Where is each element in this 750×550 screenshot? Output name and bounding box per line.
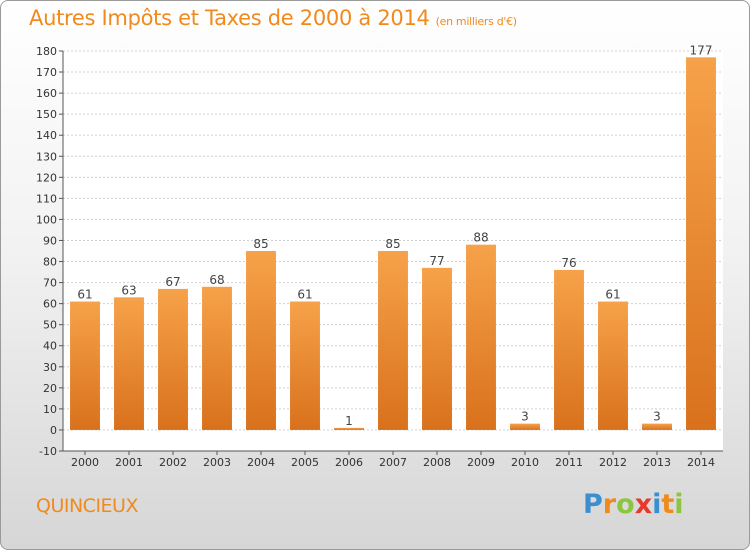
chart-unit: (en milliers d'€) — [435, 15, 517, 28]
x-tick-label: 2009 — [467, 456, 495, 469]
y-tick-label: 150 — [36, 108, 57, 121]
logo-letter: o — [616, 489, 635, 520]
bar — [202, 286, 232, 430]
logo-letter: i — [674, 489, 684, 520]
data-label: 61 — [77, 288, 92, 302]
bar — [378, 251, 408, 430]
y-tick-label: 160 — [36, 87, 57, 100]
bar — [466, 244, 496, 430]
bar — [334, 427, 364, 430]
bar — [598, 301, 628, 430]
y-tick-label: 80 — [43, 256, 57, 269]
chart-title: Autres Impôts et Taxes de 2000 à 2014 (en… — [29, 6, 517, 30]
y-tick-label: 10 — [43, 403, 57, 416]
y-tick-label: 110 — [36, 192, 57, 205]
data-label: 3 — [521, 410, 529, 424]
y-tick-label: 180 — [36, 45, 57, 58]
y-tick-label: 90 — [43, 234, 57, 247]
data-label: 63 — [121, 283, 136, 297]
bar — [510, 423, 540, 430]
y-tick-label: 30 — [43, 361, 57, 374]
x-tick-label: 2013 — [643, 456, 671, 469]
data-label: 77 — [429, 254, 444, 268]
x-tick-label: 2012 — [599, 456, 627, 469]
bar — [70, 301, 100, 430]
x-tick-label: 2004 — [247, 456, 275, 469]
x-tick-label: 2007 — [379, 456, 407, 469]
bar — [422, 267, 452, 430]
x-tick-label: 2011 — [555, 456, 583, 469]
y-tick-label: 130 — [36, 150, 57, 163]
x-tick-label: 2000 — [71, 456, 99, 469]
bar — [642, 423, 672, 430]
y-tick-label: 140 — [36, 129, 57, 142]
data-label: 85 — [253, 237, 268, 251]
bar — [158, 288, 188, 430]
data-label: 3 — [653, 410, 661, 424]
data-label: 68 — [209, 273, 224, 287]
bar — [246, 251, 276, 430]
y-tick-label: 40 — [43, 340, 57, 353]
y-tick-label: 0 — [50, 424, 57, 437]
x-tick-label: 2005 — [291, 456, 319, 469]
y-tick-label: 100 — [36, 213, 57, 226]
data-label: 76 — [561, 256, 576, 270]
y-tick-label: 120 — [36, 171, 57, 184]
bar — [554, 269, 584, 430]
y-tick-label: 170 — [36, 66, 57, 79]
x-tick-label: 2002 — [159, 456, 187, 469]
data-label: 61 — [605, 288, 620, 302]
bar — [686, 57, 716, 430]
data-label: 1 — [345, 414, 353, 428]
commune-name: QUINCIEUX — [36, 495, 138, 517]
data-label: 67 — [165, 275, 180, 289]
y-tick-label: 50 — [43, 319, 57, 332]
data-label: 61 — [297, 288, 312, 302]
x-tick-label: 2014 — [687, 456, 715, 469]
data-label: 88 — [473, 231, 488, 245]
x-tick-label: 2008 — [423, 456, 451, 469]
data-label: 177 — [690, 43, 713, 57]
x-tick-label: 2003 — [203, 456, 231, 469]
y-tick-label: -10 — [39, 445, 57, 458]
logo-letter: i — [652, 489, 662, 520]
proxiti-logo: Proxiti — [583, 489, 684, 520]
logo-letter: x — [634, 489, 653, 520]
x-tick-label: 2001 — [115, 456, 143, 469]
logo-letter: P — [583, 489, 603, 520]
y-tick-label: 20 — [43, 382, 57, 395]
logo-letter: t — [661, 489, 675, 520]
bar — [290, 301, 320, 430]
x-tick-label: 2006 — [335, 456, 363, 469]
chart-title-text: Autres Impôts et Taxes de 2000 à 2014 — [29, 6, 430, 30]
y-tick-label: 60 — [43, 298, 57, 311]
y-tick-label: 70 — [43, 277, 57, 290]
x-tick-label: 2010 — [511, 456, 539, 469]
data-label: 85 — [385, 237, 400, 251]
bar — [114, 297, 144, 430]
logo-letter: r — [602, 489, 617, 520]
